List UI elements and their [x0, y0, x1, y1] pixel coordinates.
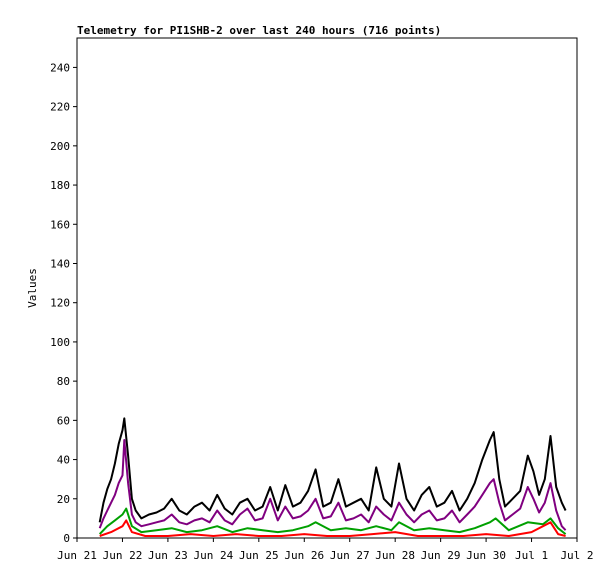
series-line-1 — [98, 417, 567, 523]
y-tick-label: 20 — [57, 493, 70, 506]
y-tick-label: 0 — [63, 532, 70, 545]
y-tick-label: 60 — [57, 414, 70, 427]
y-tick-label: 40 — [57, 454, 70, 467]
y-axis-ticks: 0 20 40 60 80 100 120 140 160 180 200 220 240 — [50, 61, 77, 545]
chart-title: Telemetry for PI1SHB-2 over last 240 hou… — [77, 24, 441, 37]
y-tick-label: 160 — [50, 218, 70, 231]
y-tick-label: 140 — [50, 257, 70, 270]
y-tick-label: 240 — [50, 61, 70, 74]
x-tick-label: Jul 2 — [560, 549, 593, 562]
x-tick-label: Jun 22 — [103, 549, 143, 562]
x-tick-label: Jun 21 — [57, 549, 97, 562]
y-tick-label: 80 — [57, 375, 70, 388]
series-group — [98, 417, 567, 537]
x-tick-label: Jun 23 — [148, 549, 188, 562]
x-tick-label: Jul 1 — [515, 549, 548, 562]
x-tick-label: Jun 30 — [466, 549, 506, 562]
x-tick-label: Jun 27 — [330, 549, 370, 562]
x-tick-label: Jun 29 — [421, 549, 461, 562]
y-tick-label: 120 — [50, 297, 70, 310]
y-axis-label: Values — [26, 268, 39, 308]
x-tick-label: Jun 25 — [239, 549, 279, 562]
x-tick-label: Jun 24 — [193, 549, 233, 562]
series-line-2 — [98, 439, 567, 531]
y-tick-label: 220 — [50, 101, 70, 114]
x-axis-ticks: Jun 21 Jun 22 Jun 23 Jun 24 Jun 25 Jun 26 Jun … — [57, 538, 594, 562]
y-tick-label: 180 — [50, 179, 70, 192]
x-tick-label: Jun 26 — [284, 549, 324, 562]
series-line-4 — [99, 519, 566, 537]
y-tick-label: 200 — [50, 140, 70, 153]
plot-frame — [76, 37, 578, 539]
series-line-3 — [98, 507, 567, 535]
y-tick-label: 100 — [50, 336, 70, 349]
x-tick-label: Jun 28 — [375, 549, 415, 562]
